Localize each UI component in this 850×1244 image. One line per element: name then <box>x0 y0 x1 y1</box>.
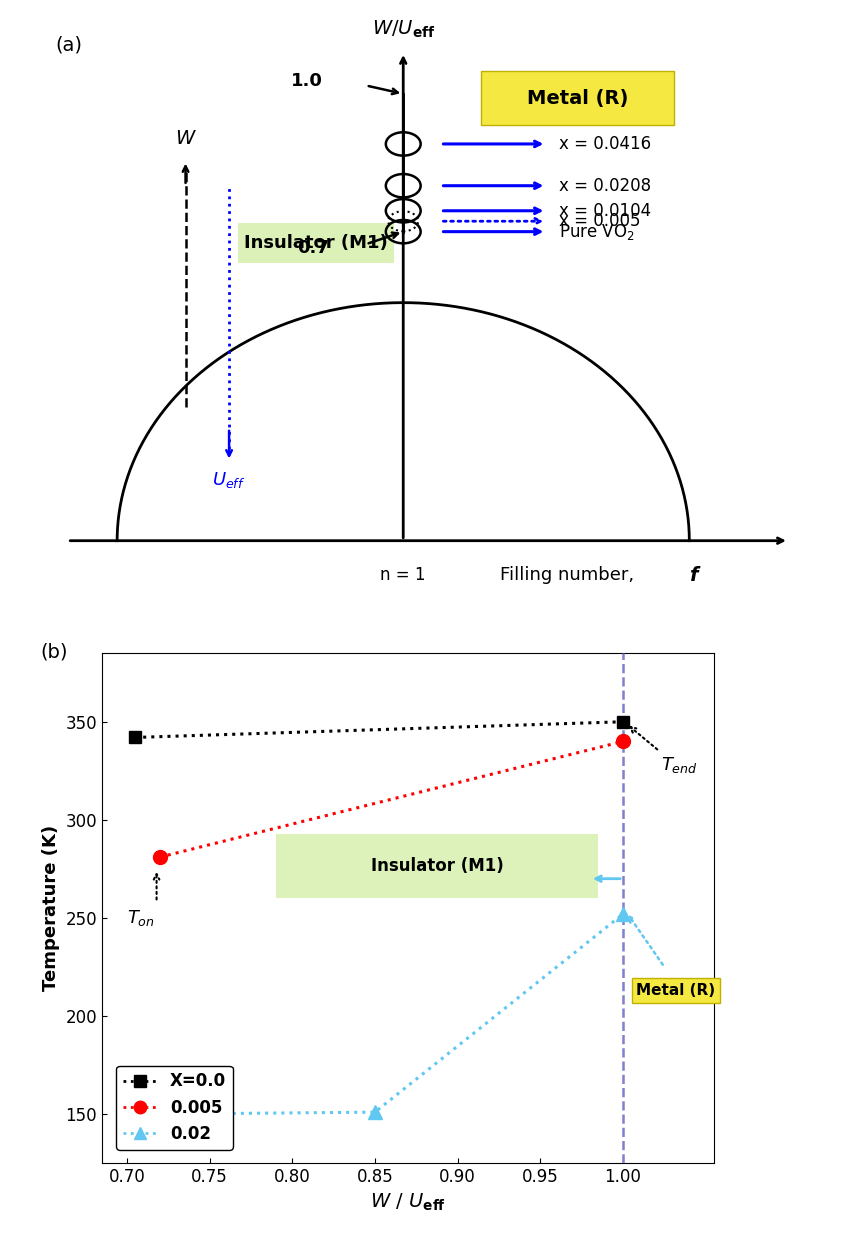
Text: $T_{on}$: $T_{on}$ <box>127 908 155 928</box>
Text: $\bfit{f}$: $\bfit{f}$ <box>689 566 702 585</box>
FancyBboxPatch shape <box>275 833 598 898</box>
FancyBboxPatch shape <box>238 224 394 262</box>
Text: Filling number,: Filling number, <box>500 566 639 583</box>
Text: $W$: $W$ <box>174 129 196 148</box>
Text: Insulator (M1): Insulator (M1) <box>371 857 503 875</box>
Text: Pure VO$_2$: Pure VO$_2$ <box>558 221 634 241</box>
Text: x = 0.0416: x = 0.0416 <box>558 134 651 153</box>
X-axis label: $W\ /\ U_{\mathbf{eff}}$: $W\ /\ U_{\mathbf{eff}}$ <box>370 1192 446 1213</box>
Text: n = 1: n = 1 <box>381 566 426 583</box>
Text: x = 0.005: x = 0.005 <box>558 213 640 230</box>
Text: Insulator (M1): Insulator (M1) <box>244 234 388 253</box>
Text: (b): (b) <box>41 643 68 662</box>
Text: x = 0.0104: x = 0.0104 <box>558 202 651 220</box>
Text: $U_{\mathit{eff}}$: $U_{\mathit{eff}}$ <box>212 470 246 490</box>
Y-axis label: Temperature (K): Temperature (K) <box>42 825 60 991</box>
Text: x = 0.0208: x = 0.0208 <box>558 177 651 195</box>
Text: $T_{end}$: $T_{end}$ <box>661 755 698 775</box>
Text: $W/U_{\mathbf{eff}}$: $W/U_{\mathbf{eff}}$ <box>371 19 435 40</box>
Text: (a): (a) <box>55 35 82 55</box>
FancyBboxPatch shape <box>481 71 674 126</box>
Legend: X=0.0, 0.005, 0.02: X=0.0, 0.005, 0.02 <box>116 1066 233 1149</box>
Text: 0.7: 0.7 <box>297 239 329 258</box>
Text: Metal (R): Metal (R) <box>637 983 716 998</box>
Text: Metal (R): Metal (R) <box>527 88 628 107</box>
Text: 1.0: 1.0 <box>291 72 322 91</box>
